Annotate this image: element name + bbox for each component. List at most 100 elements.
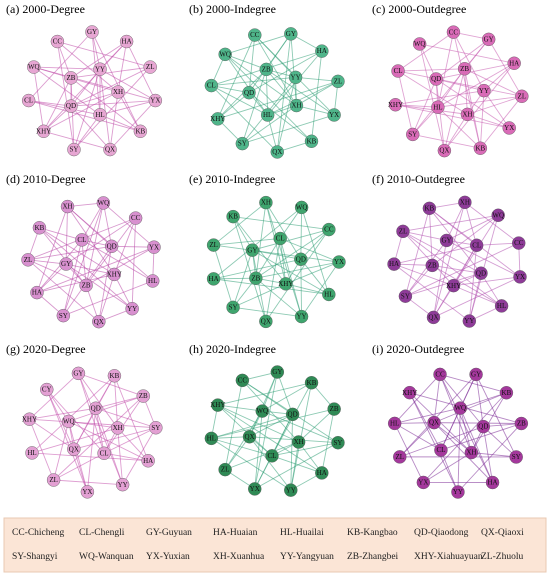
edge — [420, 44, 515, 63]
node-label: YX — [334, 258, 344, 266]
edge — [29, 419, 155, 428]
legend-item: KB-Kangbao — [347, 528, 398, 538]
edge — [460, 408, 492, 482]
legend-item: YX-Yuxian — [146, 552, 190, 562]
node-label: QD — [66, 102, 76, 110]
edge — [74, 69, 100, 149]
edge — [465, 202, 519, 243]
edge — [272, 414, 293, 455]
node-label: KB — [425, 204, 435, 212]
node-label: CL — [276, 235, 285, 243]
node-label: XH — [261, 199, 271, 207]
node-label: GY — [247, 246, 257, 254]
legend-item: QX-Qiaoxi — [481, 528, 524, 538]
node-label: CY — [42, 386, 52, 394]
node-label: QX — [428, 314, 438, 322]
node-label: WQ — [63, 417, 75, 425]
edge — [74, 449, 88, 492]
panel-title: (c) 2000-Outdegree — [372, 2, 466, 16]
node-label: YY — [127, 305, 137, 313]
node-label: WQ — [256, 407, 268, 415]
node-label: WQ — [454, 404, 466, 412]
node-label: ZB — [66, 74, 75, 82]
edge — [469, 273, 481, 321]
node-label: WQ — [219, 50, 231, 58]
node-label: SY — [333, 439, 342, 447]
node-label: WQ — [28, 63, 40, 71]
legend-item: HA-Huaian — [213, 528, 258, 538]
edge — [272, 443, 338, 456]
node-label: XH — [466, 449, 476, 457]
node-label: SY — [238, 140, 247, 148]
edge — [28, 260, 86, 286]
edge — [432, 265, 501, 306]
node-label: ZB — [251, 274, 260, 282]
node-label: KB — [228, 213, 238, 221]
node-label: YY — [464, 317, 474, 325]
node-label: GY — [441, 237, 451, 245]
node-label: WQ — [98, 199, 110, 207]
node-label: GY — [87, 28, 97, 36]
node-label: ZL — [209, 241, 218, 249]
node-label: GY — [272, 368, 282, 376]
node-label: HL — [497, 302, 506, 310]
edge — [410, 393, 458, 492]
node-label: HA — [122, 38, 132, 46]
edge — [63, 281, 152, 316]
node-label: CC — [131, 214, 141, 222]
node-label: QD — [431, 75, 441, 83]
node-label: YX — [418, 479, 428, 487]
node-label: ZL — [146, 63, 155, 71]
node-label: XHY — [210, 115, 225, 123]
node-label: CC — [435, 371, 445, 379]
edge — [301, 207, 302, 259]
panel-title: (g) 2020-Degree — [6, 342, 86, 356]
node-label: QX — [69, 445, 79, 453]
panel-title: (a) 2000-Degree — [6, 2, 85, 16]
legend-item: XH-Xuanhua — [213, 552, 265, 562]
legend-item: QD-Qiaodong — [414, 528, 469, 538]
node-label: QX — [94, 318, 104, 326]
node-label: CL — [436, 446, 445, 454]
node-label: GY — [471, 371, 481, 379]
node-label: ZB — [262, 66, 271, 74]
node-label: YY — [479, 87, 489, 95]
node-label: GY — [286, 30, 296, 38]
edge — [266, 69, 267, 115]
node-label: CL — [207, 82, 216, 90]
panel-title: (d) 2010-Degree — [6, 172, 86, 186]
node-label: SY — [229, 303, 238, 311]
node-label: KB — [110, 372, 120, 380]
legend-item: CC-Chicheng — [12, 528, 64, 538]
node-label: XHY — [22, 415, 37, 423]
node-label: HL — [148, 277, 157, 285]
node-label: HA — [389, 260, 399, 268]
node-label: KB — [307, 137, 317, 145]
node-label: CC — [53, 38, 63, 46]
node-label: ZB — [139, 392, 148, 400]
node-label: ZL — [334, 77, 343, 85]
edge — [100, 69, 155, 100]
node-label: QD — [476, 269, 486, 277]
node-label: SY — [512, 453, 521, 461]
edge — [453, 32, 484, 90]
node-label: QX — [244, 433, 254, 441]
edge — [438, 63, 514, 107]
legend-item: XHY-Xiahuayuan — [414, 552, 483, 562]
node-label: QX — [272, 148, 282, 156]
legend-box — [4, 518, 546, 572]
edge — [34, 67, 44, 131]
node-label: ZL — [518, 92, 527, 100]
node-label: HL — [433, 103, 442, 111]
node-label: WQ — [492, 211, 504, 219]
node-label: KB — [307, 379, 317, 387]
edge — [96, 408, 156, 428]
node-label: YX — [515, 273, 525, 281]
panel-title: (b) 2000-Indegree — [189, 2, 276, 16]
edge — [214, 238, 281, 245]
edge — [434, 374, 440, 422]
node-label: ZL — [221, 466, 230, 474]
node-label: CC — [514, 239, 524, 247]
node-label: HA — [317, 47, 327, 55]
